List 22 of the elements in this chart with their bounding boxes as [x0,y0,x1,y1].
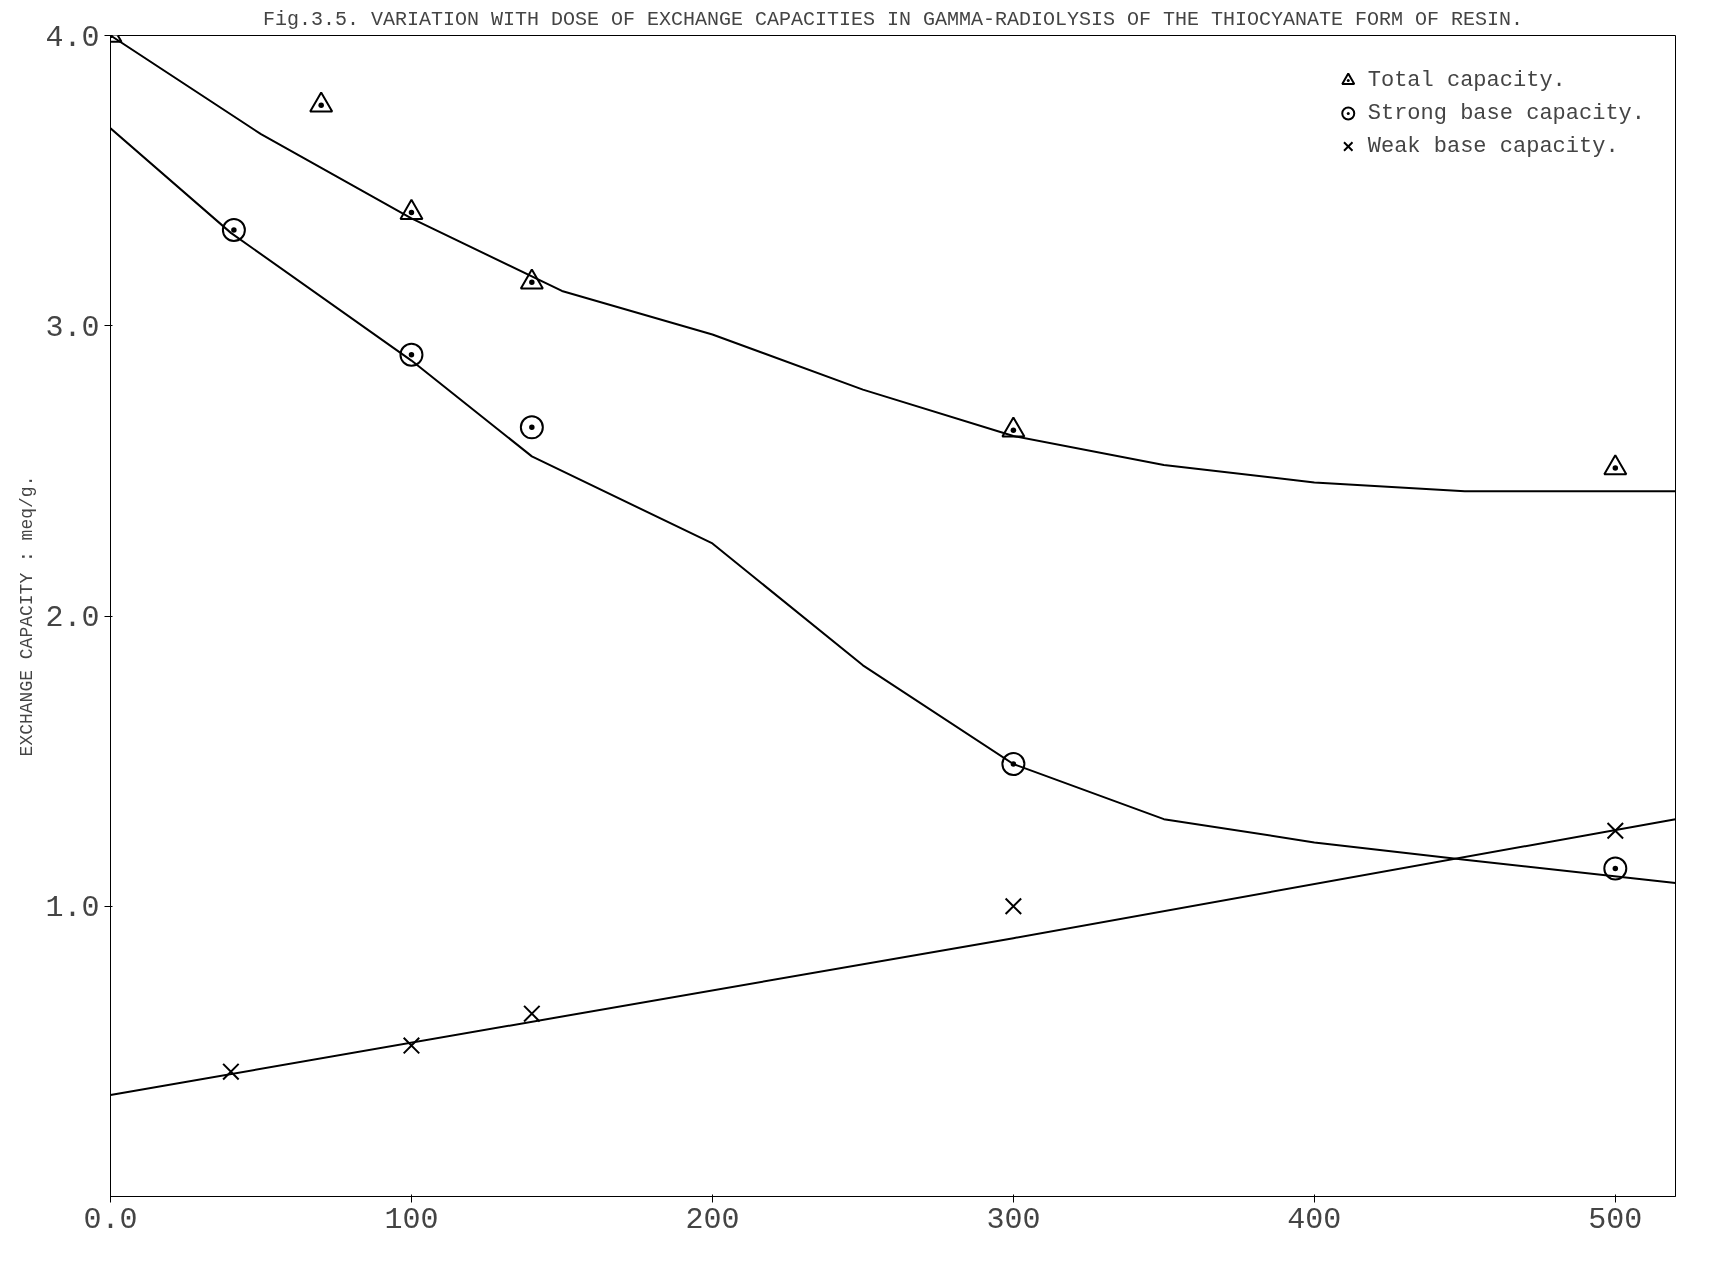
legend-label: Strong base capacity. [1367,100,1645,126]
y-axis-title: EXCHANGE CAPACITY : meq/g. [17,475,38,757]
y-tick-label: 1.0 [45,891,100,926]
point [222,1062,240,1081]
x-tick-label: 200 [685,1202,740,1237]
point [1004,897,1023,916]
point [402,1036,421,1055]
y-tick-label: 3.0 [45,310,100,345]
x-tick-label: 500 [1588,1202,1643,1237]
x-tick-label: 0.0 [83,1202,138,1237]
x-tick-label: 300 [986,1202,1041,1237]
chart-title: Fig.3.5. VARIATION WITH DOSE OF EXCHANGE CAPACITIES IN GAMMA-RADIOLYSIS OF THE THIOCYANATE FORM OF RESIN. [262,7,1524,31]
point [519,415,544,440]
point [1603,856,1628,881]
legend-label: Weak base capacity. [1367,133,1619,159]
legend-label: Total capacity. [1367,67,1566,93]
point [523,1004,541,1023]
y-tick-label: 2.0 [45,601,100,635]
x-tick-label: 400 [1287,1202,1342,1237]
y-tick-label: 4.0 [45,20,100,55]
point [1606,822,1625,840]
x-tick-label: 100 [384,1202,439,1237]
